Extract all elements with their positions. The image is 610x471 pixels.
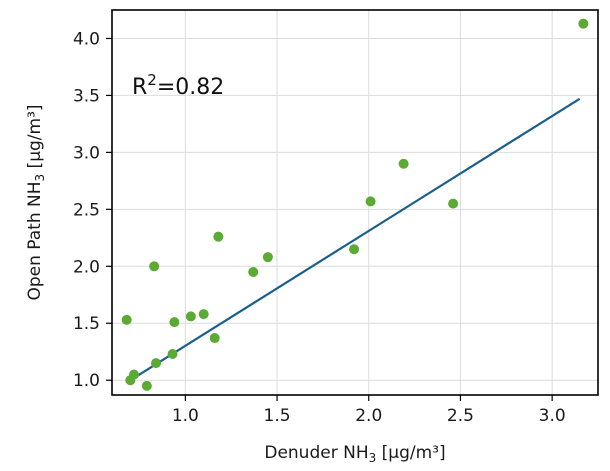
regression-line [133,97,581,379]
data-point [262,252,273,263]
y-axis-label: Open Path NH3 [µg/m³] [25,104,47,300]
x-tick-label: 2.0 [355,406,382,426]
data-point [448,198,459,209]
data-point [151,358,162,369]
x-tick-label: 2.5 [447,406,474,426]
x-tick-label: 3.0 [539,406,566,426]
data-point [248,266,259,277]
fit-line-layer [133,97,581,379]
data-point [149,261,160,272]
y-tick-labels: 1.0 1.5 2.0 2.5 3.0 3.5 4.0 [73,29,100,391]
data-point [349,244,360,255]
grid [112,10,598,395]
plot-frame [111,9,599,396]
data-point [121,314,132,325]
data-point [169,317,180,328]
points-layer [121,18,589,391]
data-point [141,380,152,391]
data-point [129,369,140,380]
x-tick-label: 1.0 [172,406,199,426]
data-point [398,158,409,169]
data-point [198,309,209,320]
data-point [185,311,196,322]
x-axis-label: Denuder NH3 [µg/m³] [264,443,445,465]
data-point [213,231,224,242]
x-tick-label: 1.5 [264,406,291,426]
data-point [365,196,376,207]
y-tick-label: 3.0 [73,143,100,163]
data-point [167,348,178,359]
y-tick-label: 1.0 [73,371,100,391]
y-tick-label: 3.5 [73,86,100,106]
x-tick-labels: 1.0 1.5 2.0 2.5 3.0 [172,406,566,426]
ticks [106,37,553,401]
data-point [578,18,589,29]
y-tick-label: 4.0 [73,29,100,49]
y-tick-label: 2.0 [73,257,100,277]
y-tick-label: 2.5 [73,200,100,220]
data-point [209,333,220,344]
r-squared-annotation: R2=0.82 [132,71,224,100]
y-tick-label: 1.5 [73,314,100,334]
